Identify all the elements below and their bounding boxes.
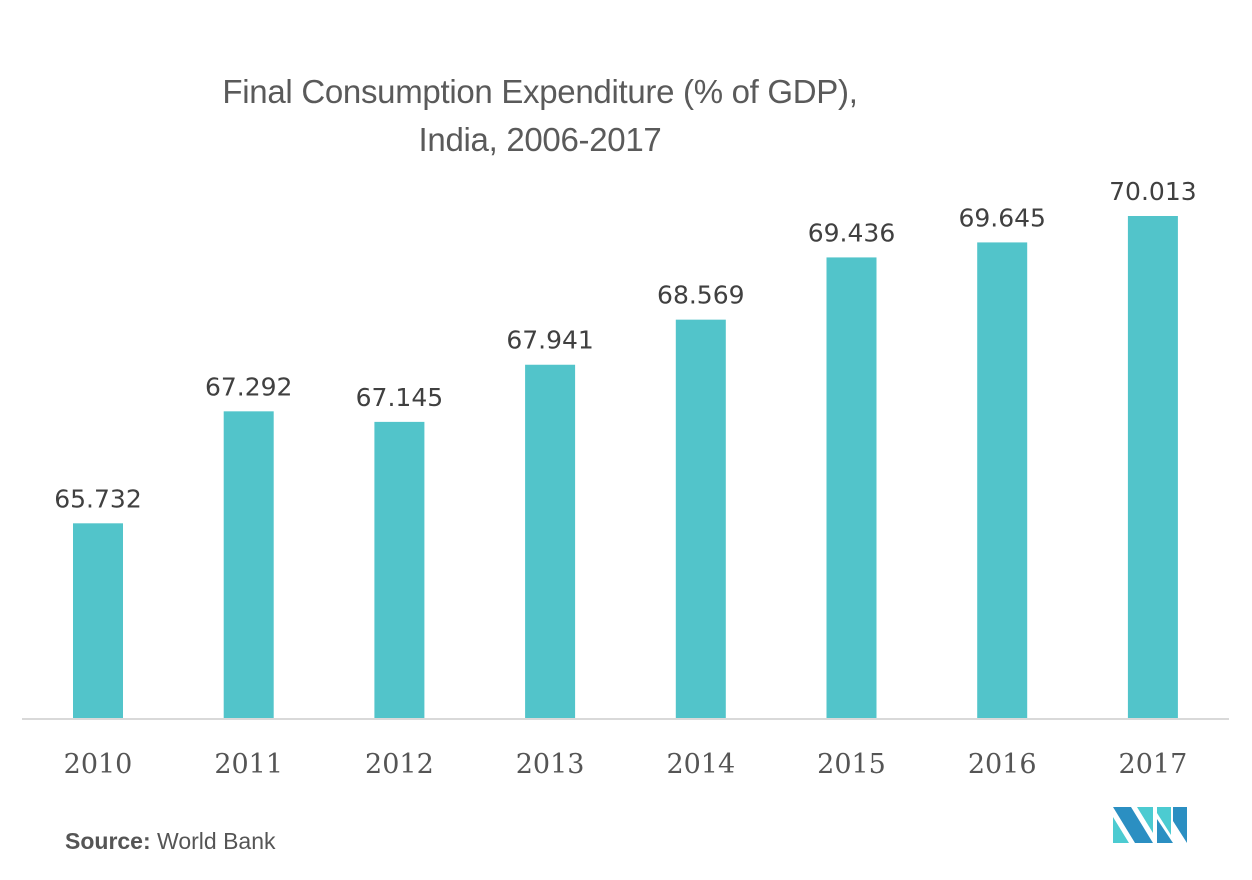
x-tick-label-2014: 2014 bbox=[666, 749, 735, 780]
x-tick-label-2011: 2011 bbox=[214, 749, 283, 780]
x-tick-label-2010: 2010 bbox=[64, 749, 133, 780]
bar-2015 bbox=[826, 257, 877, 719]
value-label-2011: 67.292 bbox=[205, 372, 292, 401]
x-tick-label-2013: 2013 bbox=[516, 749, 585, 780]
chart-title-block: Final Consumption Expenditure (% of GDP)… bbox=[140, 68, 940, 164]
bar-2014 bbox=[675, 319, 726, 719]
source-label: Source: bbox=[65, 828, 151, 854]
x-tick-label-2017: 2017 bbox=[1119, 749, 1188, 780]
x-tick-label-2015: 2015 bbox=[817, 749, 886, 780]
bars-group bbox=[73, 216, 1178, 719]
value-label-2016: 69.645 bbox=[958, 203, 1045, 232]
value-label-2015: 69.436 bbox=[808, 218, 895, 247]
source-note: Source: World Bank bbox=[65, 828, 276, 855]
value-labels-group: 65.732 67.292 67.145 67.941 68.569 69.436 69.6… bbox=[54, 177, 1196, 513]
chart-subtitle: India, 2006-2017 bbox=[418, 121, 662, 158]
mordor-intelligence-logo-icon bbox=[1113, 807, 1187, 843]
x-tick-label-2016: 2016 bbox=[968, 749, 1037, 780]
bar-2017 bbox=[1127, 216, 1178, 719]
bar-2016 bbox=[977, 242, 1028, 719]
bar-2013 bbox=[525, 364, 576, 719]
bar-2012 bbox=[374, 421, 425, 719]
bar-2011 bbox=[223, 411, 274, 719]
source-value: World Bank bbox=[157, 828, 276, 854]
value-label-2013: 67.941 bbox=[506, 326, 593, 355]
x-tick-labels-group: 2010 2011 2012 2013 2014 2015 2016 2017 bbox=[64, 749, 1188, 780]
value-label-2010: 65.732 bbox=[54, 484, 141, 513]
value-label-2014: 68.569 bbox=[657, 281, 744, 310]
bar-2010 bbox=[73, 523, 123, 719]
x-tick-label-2012: 2012 bbox=[365, 749, 434, 780]
chart-title: Final Consumption Expenditure (% of GDP)… bbox=[222, 73, 858, 110]
value-label-2017: 70.013 bbox=[1109, 177, 1196, 206]
value-label-2012: 67.145 bbox=[356, 383, 443, 412]
